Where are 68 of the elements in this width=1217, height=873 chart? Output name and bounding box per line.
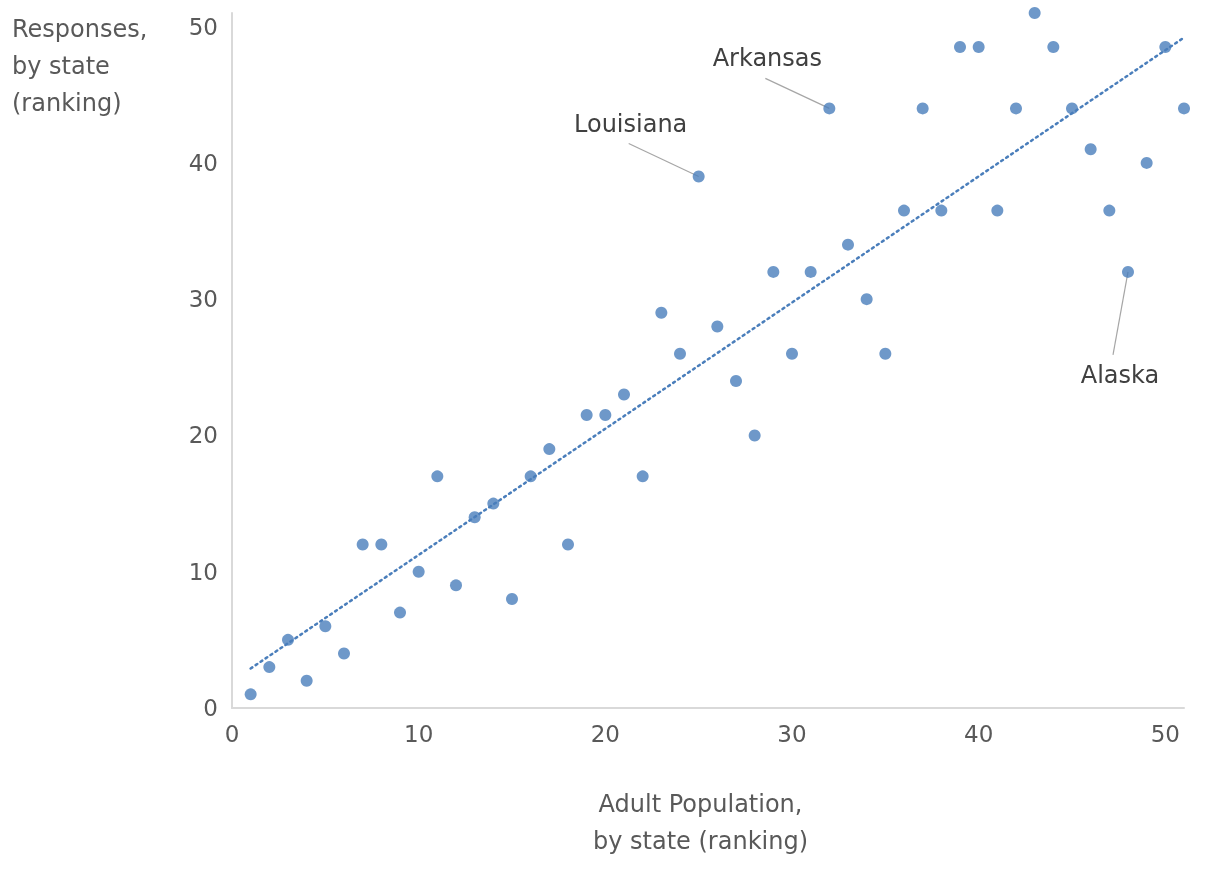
- point: [674, 347, 686, 360]
- point: [1140, 156, 1153, 169]
- point: [319, 620, 332, 633]
- point: [991, 204, 1004, 217]
- point: [1028, 7, 1041, 19]
- x-tick-label: 30: [777, 720, 807, 747]
- point: [1103, 204, 1116, 217]
- point: [935, 204, 948, 217]
- x-tick-label: 40: [964, 720, 994, 747]
- point: [356, 538, 369, 551]
- y-tick-label: 0: [203, 695, 218, 721]
- point: [375, 538, 388, 551]
- point: [972, 41, 985, 54]
- point: [1178, 102, 1190, 115]
- point: [524, 470, 537, 483]
- y-tick-label: 50: [188, 13, 218, 40]
- point: [580, 409, 593, 422]
- point: [860, 293, 873, 306]
- point: [618, 388, 630, 401]
- point: [412, 565, 425, 578]
- x-tick-label: 20: [590, 720, 620, 747]
- point: [450, 579, 462, 592]
- x-axis-title: Adult Population, by state (ranking): [593, 789, 809, 855]
- point: [1084, 143, 1097, 156]
- point: [804, 265, 817, 278]
- point: [823, 102, 836, 115]
- point: [1122, 265, 1134, 278]
- annotation: Louisiana: [574, 109, 688, 138]
- point: [842, 238, 854, 251]
- point: [916, 102, 929, 115]
- y-tick-label: 10: [188, 558, 218, 585]
- point: [263, 661, 276, 674]
- y-tick-label: 40: [188, 149, 218, 176]
- point: [692, 170, 705, 183]
- point: [655, 306, 668, 319]
- point: [767, 265, 780, 278]
- x-tick-label: 0: [224, 720, 240, 747]
- point: [244, 688, 257, 701]
- point: [898, 204, 910, 217]
- annotation: Arkansas: [712, 44, 823, 73]
- point: [282, 633, 294, 646]
- point: [1159, 41, 1172, 54]
- point: [748, 429, 761, 442]
- point: [730, 374, 742, 387]
- point: [954, 41, 966, 54]
- point: [543, 443, 556, 456]
- annotation: Alaska: [1080, 360, 1160, 389]
- x-tick-label: 10: [404, 720, 434, 747]
- x-tick-label: 50: [1150, 720, 1180, 747]
- point: [338, 647, 350, 660]
- point: [468, 511, 481, 524]
- point: [487, 497, 500, 510]
- y-axis-title: Responses, by state (ranking): [12, 14, 148, 117]
- point: [506, 592, 518, 605]
- point: [300, 674, 313, 687]
- point: [636, 470, 649, 483]
- point: [786, 347, 798, 360]
- point: [599, 409, 612, 422]
- point: [1047, 41, 1060, 54]
- point: [1010, 102, 1022, 115]
- point: [711, 320, 724, 333]
- point: [394, 606, 406, 619]
- point: [1066, 102, 1078, 115]
- point: [562, 538, 574, 551]
- y-tick-label: 20: [188, 422, 218, 449]
- point: [879, 347, 892, 360]
- y-tick-label: 30: [188, 286, 218, 313]
- point: [431, 470, 444, 483]
